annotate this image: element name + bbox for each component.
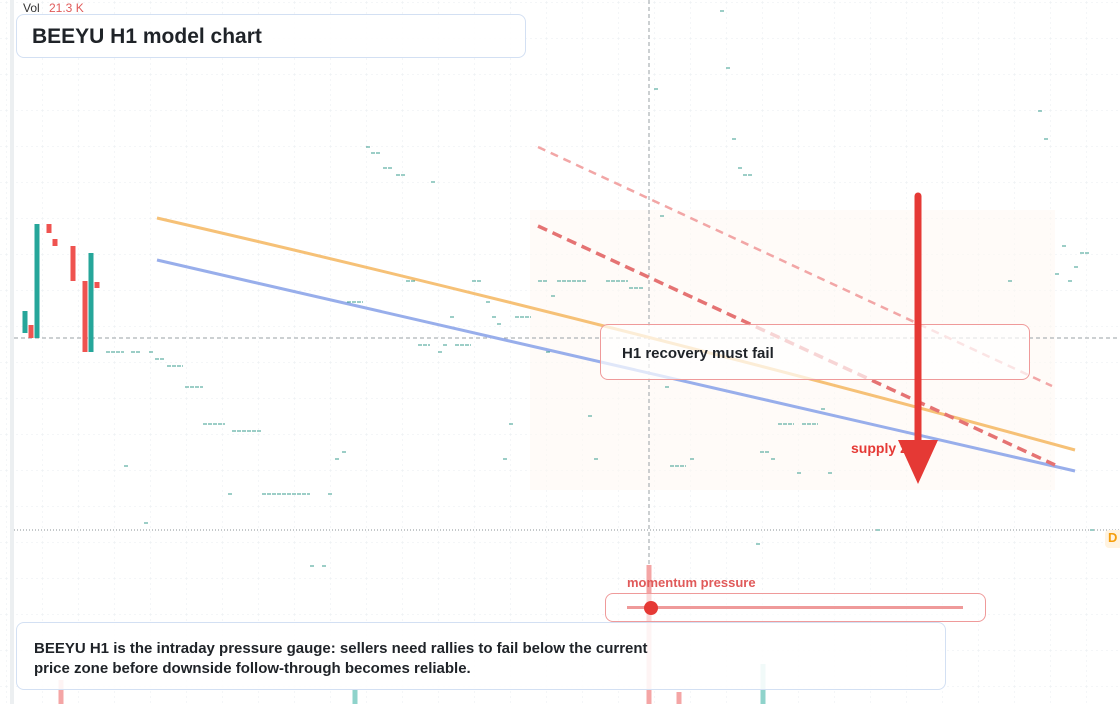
- vol-value: 21.3 K: [49, 1, 84, 15]
- callout-box: H1 recovery must fail: [600, 324, 1030, 380]
- footer-text: BEEYU H1 is the intraday pressure gauge:…: [34, 640, 648, 677]
- candle: [82, 281, 88, 352]
- candle: [52, 239, 58, 246]
- gauge-box: [605, 593, 986, 622]
- gauge-track: [627, 606, 963, 609]
- gauge-knob: [644, 601, 658, 615]
- edge-tag: D: [1105, 530, 1120, 548]
- title: BEEYU H1 model chart: [32, 25, 262, 48]
- volume-bar: [676, 692, 682, 704]
- candle: [94, 282, 100, 288]
- candle: [70, 246, 76, 281]
- candle: [46, 224, 52, 233]
- footer-box: BEEYU H1 is the intraday pressure gauge:…: [16, 622, 946, 690]
- left-edge: [10, 0, 14, 704]
- gauge-label: momentum pressure: [627, 575, 756, 590]
- volume-bar: [352, 690, 358, 704]
- upper-dashed: [537, 145, 1053, 388]
- candle: [28, 325, 34, 338]
- candle: [34, 224, 40, 338]
- zone-label: supply zone: [851, 440, 932, 456]
- title-box: BEEYU H1 model chart: [16, 14, 526, 58]
- vol-label: Vol: [23, 1, 40, 15]
- candle: [88, 253, 94, 352]
- volume-bar: [58, 680, 64, 704]
- callout: H1 recovery must fail: [622, 345, 774, 362]
- tick-dashes: [106, 10, 1095, 567]
- candle: [22, 311, 28, 333]
